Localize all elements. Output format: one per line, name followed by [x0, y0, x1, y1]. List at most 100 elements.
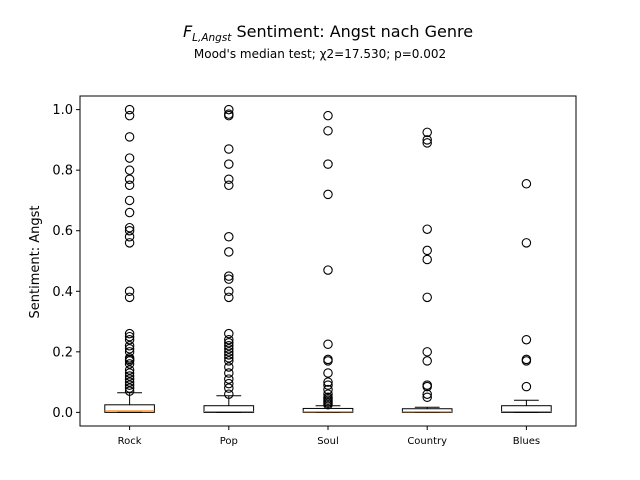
axes-frame — [79, 95, 577, 427]
outlier-point — [124, 104, 135, 115]
outlier-point — [124, 165, 135, 175]
box — [401, 408, 453, 413]
outlier-point — [224, 247, 234, 257]
outlier-point — [124, 222, 135, 233]
outlier-point — [124, 368, 135, 378]
x-tick-label: Pop — [220, 436, 238, 447]
y-tick-label: 0.2 — [52, 345, 73, 360]
outlier-point — [422, 356, 432, 366]
outlier-point — [124, 232, 135, 242]
outlier-point — [224, 350, 234, 360]
chart-title: FL,Angst Sentiment: Angst nach Genre — [183, 22, 473, 44]
chart-subtitle: Mood's median test; χ2=17.530; p=0.002 — [194, 47, 446, 61]
outlier-point — [124, 386, 135, 396]
outlier-point — [422, 135, 432, 145]
outlier-point — [124, 341, 135, 351]
box — [203, 405, 255, 413]
outlier-point — [323, 110, 333, 121]
outlier-point — [323, 265, 333, 275]
outlier-point — [124, 292, 135, 303]
outlier-point — [124, 331, 135, 342]
outlier-point — [124, 207, 135, 218]
outlier-point — [224, 378, 234, 389]
outlier-point — [323, 368, 333, 378]
y-tick-label: 1.0 — [52, 103, 73, 118]
outlier-point — [224, 362, 234, 372]
outlier-point — [224, 271, 234, 281]
outlier-point — [124, 225, 135, 236]
x-tick-label: Soul — [317, 436, 339, 447]
outlier-point — [422, 245, 432, 256]
outlier-point — [224, 109, 234, 119]
outlier-point — [124, 347, 135, 357]
outlier-point — [124, 132, 135, 142]
outlier-point — [224, 344, 234, 354]
plot-area: 0.0 0.2 0.4 0.6 0.8 1.0 Rock Pop Soul Country Blue… — [52, 103, 552, 447]
y-tick-label: 0.6 — [52, 224, 73, 239]
box — [104, 404, 155, 413]
x-tick-label: Blues — [513, 436, 540, 447]
x-tick-label: Country — [407, 436, 447, 447]
outlier-point — [224, 159, 234, 169]
outlier-point — [323, 189, 333, 200]
outlier-point — [323, 159, 333, 169]
outlier-point — [124, 374, 135, 384]
outlier-point — [422, 138, 432, 148]
outlier-point — [124, 344, 135, 354]
outlier-point — [124, 380, 135, 390]
y-tick-label: 0.0 — [52, 406, 73, 421]
outlier-point — [323, 126, 333, 136]
outlier-point — [224, 374, 234, 384]
title-subscript: L,Angst — [192, 32, 232, 44]
outlier-point — [224, 341, 234, 351]
outlier-point — [224, 356, 234, 366]
outlier-point — [422, 389, 432, 399]
outlier-point — [422, 127, 432, 138]
outlier-point — [224, 334, 234, 345]
outlier-point — [224, 232, 234, 242]
outlier-point — [224, 353, 234, 363]
outlier-point — [124, 334, 135, 345]
outlier-point — [124, 174, 135, 185]
outlier-point — [124, 353, 135, 363]
box — [501, 405, 552, 413]
outlier-point — [521, 381, 532, 392]
outlier-point — [124, 377, 135, 387]
outlier-point — [422, 292, 432, 303]
outlier-point — [124, 383, 135, 393]
outlier-point — [422, 380, 432, 390]
outlier-point — [124, 365, 135, 375]
outlier-point — [323, 354, 333, 365]
outlier-point — [224, 104, 234, 115]
outlier-point — [224, 174, 234, 185]
y-tick-label: 0.4 — [52, 285, 73, 300]
outlier-point — [124, 238, 135, 248]
y-axis-label: Sentiment: Angst — [28, 206, 43, 319]
outlier-point — [422, 224, 432, 234]
outlier-point — [224, 180, 234, 191]
outlier-point — [224, 274, 234, 284]
outlier-point — [422, 347, 432, 357]
outlier-point — [521, 334, 532, 345]
outlier-point — [422, 254, 432, 265]
box — [302, 407, 354, 413]
outlier-point — [224, 337, 234, 348]
outlier-point — [224, 328, 234, 339]
outlier-point — [323, 339, 333, 350]
outlier-point — [224, 347, 234, 357]
outlier-point — [521, 238, 532, 248]
outlier-point — [124, 371, 135, 381]
title-symbol: F — [183, 22, 193, 41]
outlier-point — [323, 380, 333, 390]
outlier-point — [323, 392, 333, 402]
outlier-point — [224, 144, 234, 154]
outlier-point — [224, 383, 234, 393]
outlier-point — [124, 180, 135, 191]
outlier-point — [224, 292, 234, 303]
outlier-point — [323, 377, 333, 387]
outlier-point — [323, 384, 333, 395]
outlier-point — [422, 392, 432, 402]
outlier-point — [224, 368, 234, 378]
outlier-point — [124, 359, 135, 369]
